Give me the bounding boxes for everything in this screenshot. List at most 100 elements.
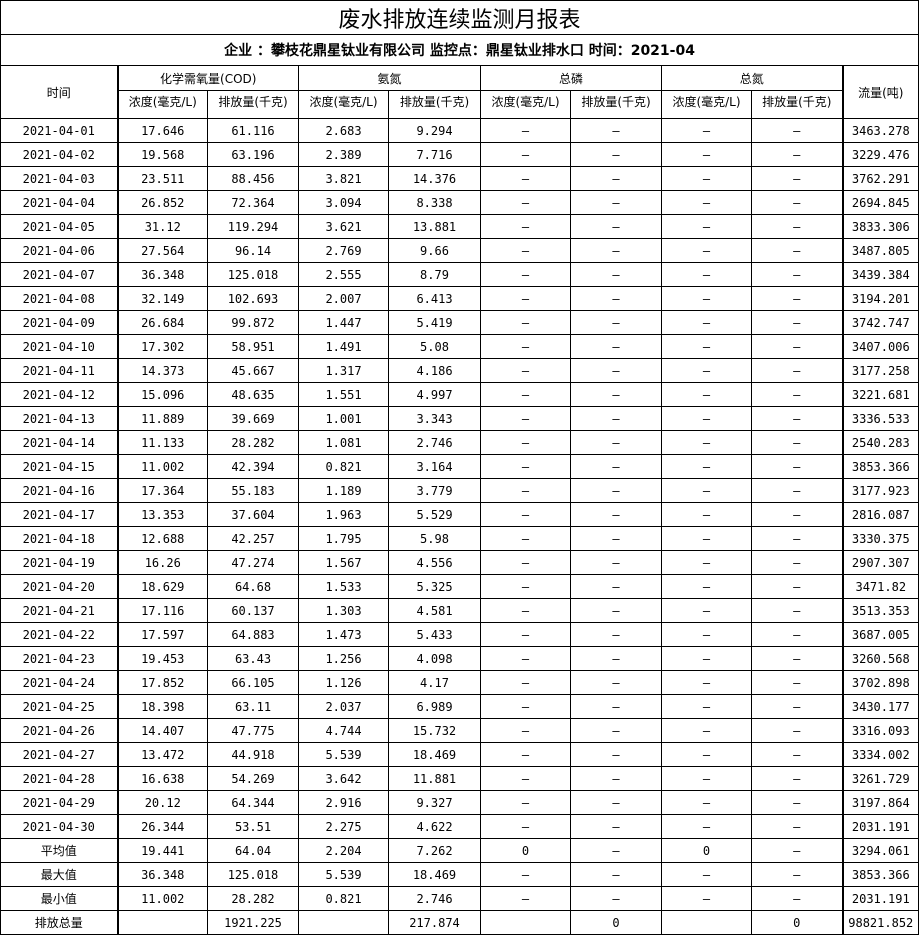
cell-ammonia-concentration: 1.795 bbox=[298, 526, 389, 551]
table-row: 2021-04-28 16.638 54.269 3.642 11.881– – – –326… bbox=[0, 766, 919, 791]
cell-phosphorus-concentration: – bbox=[480, 142, 571, 167]
cell-nitrogen-concentration: – bbox=[661, 646, 752, 671]
cell-cod-emission: 28.282 bbox=[207, 886, 299, 911]
cell-phosphorus-concentration: – bbox=[480, 598, 571, 623]
cell-cod-concentration: 16.638 bbox=[117, 766, 208, 791]
cell-date: 2021-04-19 bbox=[0, 550, 119, 575]
cell-cod-emission: 44.918 bbox=[207, 742, 299, 767]
cell-nitrogen-concentration: – bbox=[661, 454, 752, 479]
cell-phosphorus-concentration: – bbox=[480, 766, 571, 791]
cell-cod-emission: 60.137 bbox=[207, 598, 299, 623]
cell-cod-emission: 42.257 bbox=[207, 526, 299, 551]
cell-date: 2021-04-30 bbox=[0, 814, 119, 839]
cell-flow: 3853.366 bbox=[841, 454, 919, 479]
cell-nitrogen-emission: – bbox=[751, 742, 843, 767]
cell-flow: 3430.177 bbox=[841, 694, 919, 719]
cell-nitrogen-emission: – bbox=[751, 190, 843, 215]
table-row: 2021-04-01 17.646 61.116 2.683 9.294– – – –3463… bbox=[0, 118, 919, 143]
cell-nitrogen-concentration: – bbox=[661, 550, 752, 575]
cell-ammonia-concentration: 2.683 bbox=[298, 118, 389, 143]
cell-ammonia-emission: 3.779 bbox=[388, 478, 481, 503]
cell-cod-concentration: 19.568 bbox=[117, 142, 208, 167]
cell-date: 2021-04-15 bbox=[0, 454, 119, 479]
cell-flow: 2816.087 bbox=[841, 502, 919, 527]
cell-nitrogen-concentration: 0 bbox=[661, 838, 752, 863]
cell-phosphorus-emission: – bbox=[570, 574, 662, 599]
cell-nitrogen-emission: – bbox=[751, 598, 843, 623]
cell-cod-emission: 63.43 bbox=[207, 646, 299, 671]
cell-ammonia-concentration: 3.642 bbox=[298, 766, 389, 791]
cell-nitrogen-concentration: – bbox=[661, 166, 752, 191]
cell-nitrogen-concentration: – bbox=[661, 718, 752, 743]
header-cod-emission: 排放量(千克) bbox=[207, 90, 299, 119]
cell-nitrogen-concentration: – bbox=[661, 598, 752, 623]
cell-cod-concentration: 17.116 bbox=[117, 598, 208, 623]
cell-date: 2021-04-25 bbox=[0, 694, 119, 719]
cell-cod-emission: 28.282 bbox=[207, 430, 299, 455]
cell-nitrogen-emission: – bbox=[751, 574, 843, 599]
cell-phosphorus-emission: – bbox=[570, 430, 662, 455]
cell-flow: 3833.306 bbox=[841, 214, 919, 239]
cell-nitrogen-concentration bbox=[661, 910, 752, 935]
cell-phosphorus-concentration: – bbox=[480, 406, 571, 431]
table-row: 2021-04-25 18.398 63.11 2.037 6.989– – – –3430.… bbox=[0, 694, 919, 719]
cell-cod-emission: 88.456 bbox=[207, 166, 299, 191]
cell-nitrogen-emission: – bbox=[751, 646, 843, 671]
cell-cod-concentration: 18.629 bbox=[117, 574, 208, 599]
cell-cod-emission: 102.693 bbox=[207, 286, 299, 311]
cell-ammonia-concentration: 0.821 bbox=[298, 454, 389, 479]
cell-date: 2021-04-12 bbox=[0, 382, 119, 407]
cell-date: 2021-04-10 bbox=[0, 334, 119, 359]
cell-ammonia-emission: 11.881 bbox=[388, 766, 481, 791]
cell-nitrogen-concentration: – bbox=[661, 862, 752, 887]
cell-ammonia-emission: 5.529 bbox=[388, 502, 481, 527]
cell-nitrogen-emission: – bbox=[751, 334, 843, 359]
cell-cod-emission: 96.14 bbox=[207, 238, 299, 263]
cell-cod-concentration: 27.564 bbox=[117, 238, 208, 263]
table-row: 2021-04-17 13.353 37.604 1.963 5.529– – – –2816… bbox=[0, 502, 919, 527]
cell-nitrogen-concentration: – bbox=[661, 262, 752, 287]
cell-date: 2021-04-27 bbox=[0, 742, 119, 767]
cell-nitrogen-emission: – bbox=[751, 478, 843, 503]
cell-phosphorus-emission: – bbox=[570, 694, 662, 719]
cell-phosphorus-concentration: – bbox=[480, 814, 571, 839]
cell-date: 2021-04-21 bbox=[0, 598, 119, 623]
cell-phosphorus-emission: – bbox=[570, 886, 662, 911]
table-row: 2021-04-16 17.364 55.183 1.189 3.779– – – –3177… bbox=[0, 478, 919, 503]
header-phosphorus-concentration: 浓度(毫克/L) bbox=[480, 90, 571, 119]
cell-phosphorus-emission: – bbox=[570, 358, 662, 383]
cell-cod-concentration: 17.302 bbox=[117, 334, 208, 359]
cell-ammonia-concentration: 1.533 bbox=[298, 574, 389, 599]
cell-date: 2021-04-14 bbox=[0, 430, 119, 455]
cell-date: 2021-04-24 bbox=[0, 670, 119, 695]
cell-cod-emission: 48.635 bbox=[207, 382, 299, 407]
cell-ammonia-concentration: 2.389 bbox=[298, 142, 389, 167]
cell-ammonia-emission: 13.881 bbox=[388, 214, 481, 239]
cell-phosphorus-emission: – bbox=[570, 454, 662, 479]
cell-cod-emission: 64.68 bbox=[207, 574, 299, 599]
cell-ammonia-concentration: 1.447 bbox=[298, 310, 389, 335]
summary-row: 最大值 36.348 125.018 5.539 18.469– – – –3853.366 bbox=[0, 862, 919, 887]
cell-nitrogen-emission: – bbox=[751, 454, 843, 479]
cell-nitrogen-concentration: – bbox=[661, 358, 752, 383]
cell-nitrogen-concentration: – bbox=[661, 790, 752, 815]
header-nitrogen: 总氮 bbox=[661, 65, 843, 91]
cell-nitrogen-concentration: – bbox=[661, 382, 752, 407]
cell-ammonia-emission: 5.08 bbox=[388, 334, 481, 359]
cell-cod-concentration: 11.002 bbox=[117, 886, 208, 911]
cell-cod-concentration: 26.684 bbox=[117, 310, 208, 335]
cell-nitrogen-concentration: – bbox=[661, 478, 752, 503]
table-row: 2021-04-04 26.852 72.364 3.094 8.338– – – –2694… bbox=[0, 190, 919, 215]
cell-nitrogen-emission: – bbox=[751, 118, 843, 143]
cell-flow: 3687.005 bbox=[841, 622, 919, 647]
cell-flow: 2694.845 bbox=[841, 190, 919, 215]
cell-phosphorus-concentration: – bbox=[480, 886, 571, 911]
cell-phosphorus-emission: – bbox=[570, 262, 662, 287]
cell-nitrogen-concentration: – bbox=[661, 886, 752, 911]
cell-ammonia-emission: 2.746 bbox=[388, 430, 481, 455]
cell-cod-concentration: 26.852 bbox=[117, 190, 208, 215]
cell-nitrogen-emission: – bbox=[751, 406, 843, 431]
cell-phosphorus-emission: – bbox=[570, 598, 662, 623]
cell-date: 平均值 bbox=[0, 838, 119, 863]
cell-nitrogen-emission: – bbox=[751, 838, 843, 863]
